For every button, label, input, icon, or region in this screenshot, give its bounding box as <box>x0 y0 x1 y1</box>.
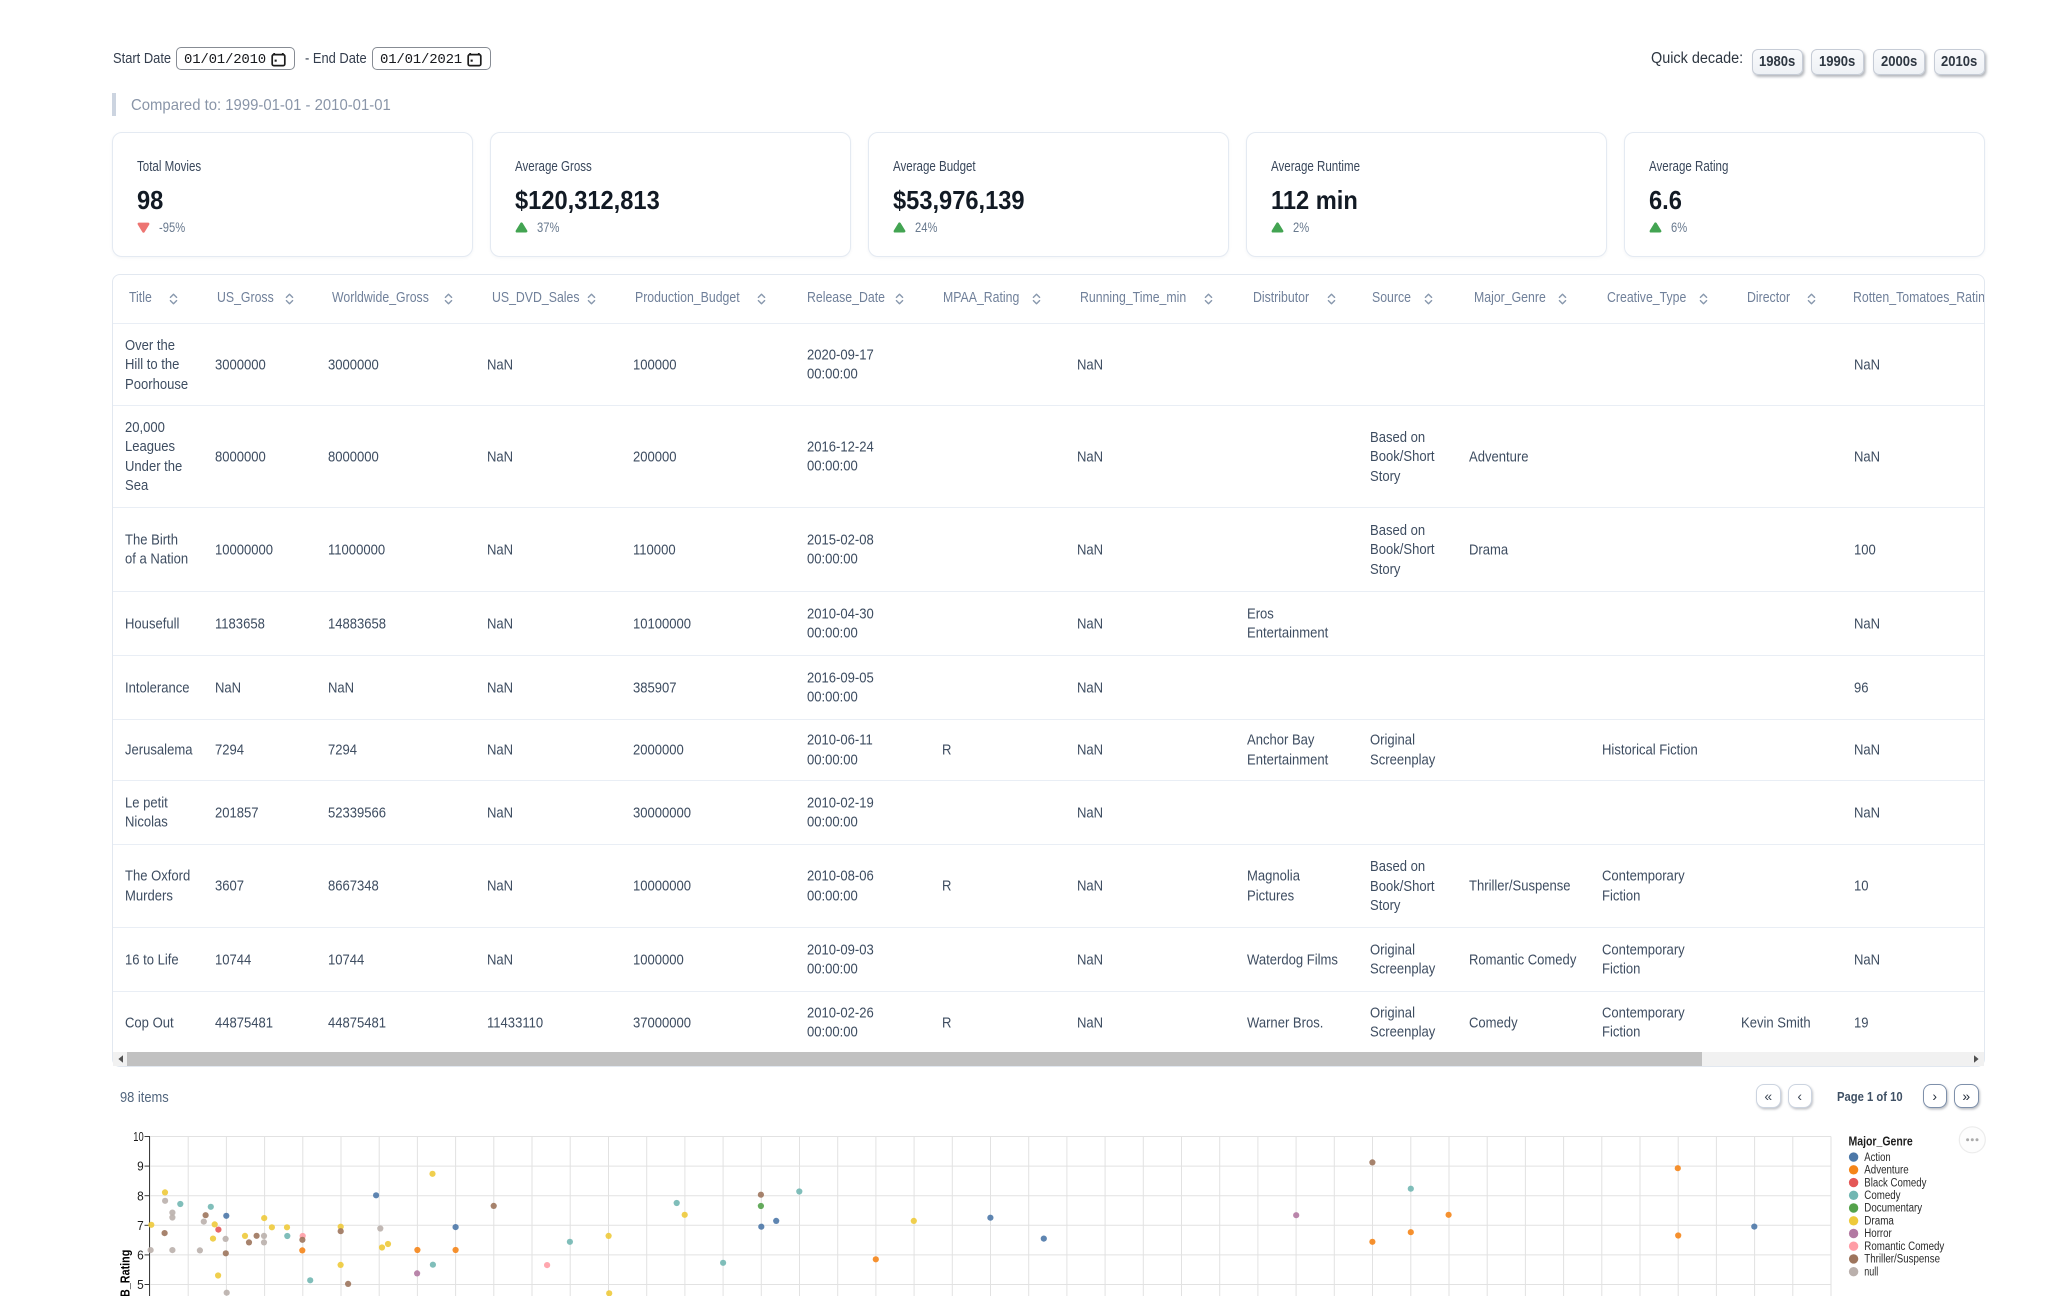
svg-text:10: 10 <box>133 1130 143 1144</box>
svg-text:8: 8 <box>137 1189 144 1203</box>
svg-text:Major_Genre: Major_Genre <box>1849 1135 1913 1149</box>
svg-text:Comedy: Comedy <box>1864 1190 1900 1202</box>
svg-text:Horror: Horror <box>1864 1228 1892 1240</box>
svg-text:6: 6 <box>137 1249 144 1263</box>
svg-text:Romantic Comedy: Romantic Comedy <box>1864 1241 1944 1253</box>
svg-text:Black Comedy: Black Comedy <box>1864 1177 1926 1189</box>
svg-text:5: 5 <box>137 1278 144 1292</box>
svg-text:Drama: Drama <box>1864 1216 1894 1228</box>
svg-text:7: 7 <box>137 1219 144 1233</box>
svg-text:Action: Action <box>1864 1152 1890 1164</box>
svg-text:IMDB_Rating: IMDB_Rating <box>119 1250 133 1296</box>
svg-text:Adventure: Adventure <box>1864 1165 1908 1177</box>
svg-text:Documentary: Documentary <box>1864 1203 1922 1215</box>
svg-text:null: null <box>1864 1266 1878 1278</box>
svg-text:Thriller/Suspense: Thriller/Suspense <box>1864 1254 1940 1266</box>
svg-text:9: 9 <box>137 1160 144 1174</box>
